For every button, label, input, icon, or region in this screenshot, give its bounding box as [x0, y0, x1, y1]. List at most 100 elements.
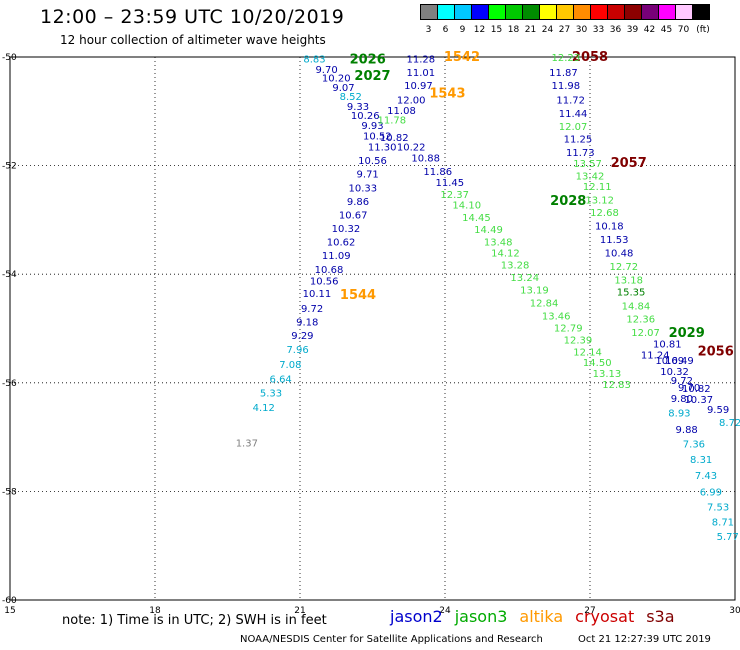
swh-reading: 14.49: [474, 225, 503, 236]
swh-reading: 13.48: [484, 238, 513, 249]
x-tick-label: 15: [4, 606, 15, 616]
pass-label: 1542: [444, 50, 480, 65]
pass-label: 2027: [354, 69, 390, 84]
x-tick-label: 18: [149, 606, 161, 616]
y-tick-label: -56: [2, 379, 17, 389]
swh-reading: 10.67: [339, 210, 368, 221]
swh-reading: 10.11: [303, 289, 332, 300]
swh-reading: 12.39: [564, 335, 593, 346]
swh-reading: 8.71: [712, 517, 734, 528]
plot-frame: [9, 56, 736, 601]
swh-reading: 10.56: [310, 277, 339, 288]
swh-reading: 9.70: [678, 383, 700, 394]
swh-reading: 9.80: [671, 394, 693, 405]
page-title: 12:00 – 23:59 UTC 10/20/2019: [40, 6, 345, 28]
swh-reading: 14.12: [491, 248, 520, 259]
swh-reading: 10.26: [351, 111, 380, 122]
page-subtitle: 12 hour collection of altimeter wave hei…: [60, 33, 326, 47]
swh-reading: 7.96: [286, 345, 308, 356]
swh-reading: 7.08: [279, 360, 301, 371]
swh-reading: 9.33: [347, 102, 369, 113]
swh-reading: 7.53: [707, 503, 729, 514]
swh-reading: 13.28: [501, 260, 530, 271]
generated-timestamp: Oct 21 12:27:39 UTC 2019: [578, 634, 711, 645]
swh-reading: 14.50: [583, 358, 612, 369]
y-tick-label: -50: [2, 53, 17, 63]
swh-reading: 10.82: [380, 133, 409, 144]
pass-label: 2058: [572, 50, 608, 65]
swh-reading: 11.28: [407, 55, 436, 66]
swh-reading: 1.37: [236, 439, 258, 450]
swh-reading: 12.84: [530, 298, 559, 309]
swh-reading: 14.84: [622, 302, 651, 313]
swh-reading: 13.18: [614, 276, 643, 287]
swh-reading: 11.98: [552, 81, 581, 92]
x-tick-label: 27: [584, 606, 595, 616]
satellite-jason2: jason2: [390, 607, 443, 626]
swh-reading: 9.71: [357, 170, 379, 181]
pass-label: 2029: [669, 326, 705, 341]
swh-reading: 10.56: [358, 156, 387, 167]
swh-reading: 8.83: [303, 55, 325, 66]
swh-reading: 12.72: [610, 262, 639, 273]
swh-reading: 10.52: [363, 132, 392, 143]
color-bin-label: 30: [575, 25, 588, 35]
swh-reading: 5.33: [260, 389, 282, 400]
x-tick-label: 24: [439, 606, 451, 616]
swh-reading: 11.72: [556, 95, 585, 106]
color-swatch: [692, 4, 710, 20]
swh-reading: 5.77: [717, 532, 739, 543]
footer-note: note: 1) Time is in UTC; 2) SWH is in fe…: [62, 613, 327, 628]
pass-label: 2026: [350, 53, 386, 68]
swh-reading: 9.86: [347, 197, 369, 208]
pass-label: 1543: [429, 86, 465, 101]
swh-reading: 10.37: [684, 395, 713, 406]
pass-label: 2028: [550, 194, 586, 209]
swh-reading: 10.22: [397, 143, 426, 154]
swh-reading: 11.30: [368, 143, 397, 154]
grid: [10, 57, 735, 600]
swh-reading: 13.13: [593, 369, 622, 380]
swh-reading: 14.10: [452, 201, 481, 212]
color-bin-label: 3: [425, 25, 432, 35]
y-tick-label: -52: [2, 162, 17, 172]
swh-reading: 13.46: [542, 311, 571, 322]
swh-reading: 8.93: [668, 409, 690, 420]
swh-reading: 10.33: [349, 183, 378, 194]
color-bin-label: 6: [442, 25, 449, 35]
y-tick-label: -60: [2, 596, 17, 606]
satellite-jason3: jason3: [454, 607, 508, 626]
swh-reading: 6.64: [270, 374, 292, 385]
swh-reading: 14.45: [462, 213, 491, 224]
color-legend: 3 6 9 12 15 18 21 24 27 30 33 36 39 42 45 70 (ft): [420, 4, 738, 40]
color-bin-label: 15: [490, 25, 503, 35]
swh-reading: 12.07: [631, 328, 660, 339]
swh-reading: 9.18: [296, 317, 318, 328]
swh-reading: 12.83: [602, 380, 631, 391]
swh-reading: 10.69: [655, 356, 684, 367]
swh-reading: 9.59: [707, 405, 729, 416]
swh-reading: 11.08: [387, 106, 416, 117]
y-tick-label: -54: [2, 270, 17, 280]
swh-reading: 10.81: [653, 340, 682, 351]
color-bin-label: 27: [558, 25, 571, 35]
color-bin-label: 45: [660, 25, 673, 35]
swh-reading: 10.32: [332, 224, 361, 235]
swh-reading: 11.24: [641, 351, 670, 362]
swh-reading: 12.37: [440, 190, 469, 201]
swh-reading: 13.19: [520, 285, 549, 296]
pass-label: 2056: [698, 344, 734, 359]
credit-line: NOAA/NESDIS Center for Satellite Applica…: [240, 634, 543, 645]
pass-label: 2057: [611, 156, 647, 171]
swh-reading: 9.72: [671, 376, 693, 387]
swh-reading: 9.29: [291, 331, 313, 342]
swh-reading: 8.52: [340, 92, 362, 103]
swh-reading: 10.82: [682, 384, 711, 395]
swh-reading: 12.23: [552, 53, 581, 64]
swh-reading: 11.86: [423, 167, 452, 178]
swh-reading: 7.36: [683, 440, 705, 451]
color-bin-label: 39: [626, 25, 639, 35]
swh-reading: 8.31: [690, 455, 712, 466]
